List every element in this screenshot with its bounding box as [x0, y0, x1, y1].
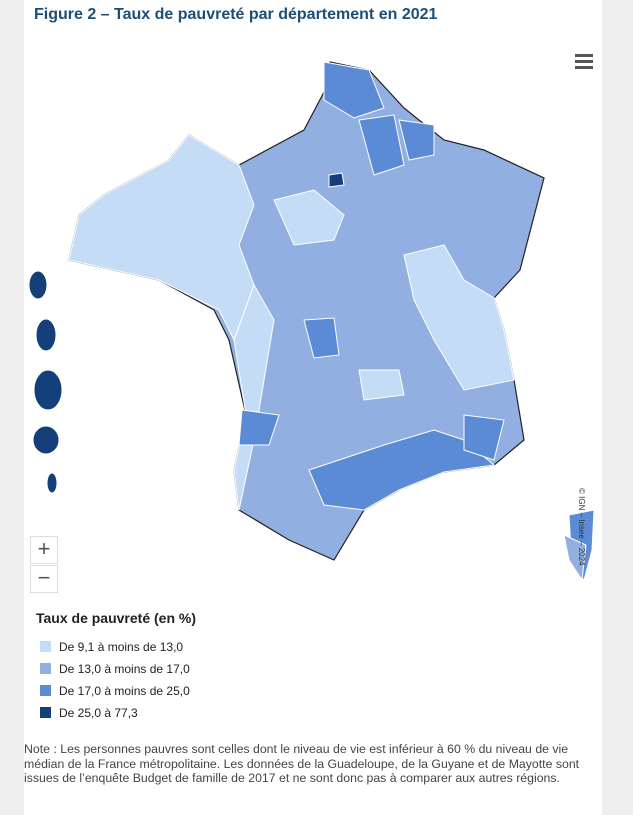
- region: [358, 114, 405, 176]
- legend-item[interactable]: De 13,0 à moins de 17,0: [40, 662, 190, 676]
- region: [35, 318, 57, 352]
- region: [308, 429, 496, 511]
- legend-item[interactable]: De 17,0 à moins de 25,0: [40, 684, 190, 698]
- legend-title: Taux de pauvreté (en %): [36, 610, 197, 626]
- region: [68, 134, 255, 342]
- legend-item[interactable]: De 9,1 à moins de 13,0: [40, 640, 183, 654]
- region: [323, 61, 385, 119]
- legend-swatch: [40, 707, 51, 718]
- legend-label: De 9,1 à moins de 13,0: [59, 640, 184, 654]
- zoom-out[interactable]: −: [30, 565, 58, 593]
- legend-label: De 17,0 à moins de 25,0: [59, 684, 190, 698]
- legend-swatch: [40, 641, 51, 652]
- legend-swatch: [40, 663, 51, 674]
- legend-label: De 25,0 à 77,3: [59, 706, 138, 720]
- legend-item[interactable]: De 25,0 à 77,3: [40, 706, 138, 720]
- zoom-in[interactable]: +: [30, 536, 58, 564]
- region: [46, 472, 58, 494]
- region: [303, 317, 340, 359]
- region: [403, 244, 515, 391]
- region: [563, 534, 587, 582]
- menu-button[interactable]: [575, 54, 593, 70]
- region: [33, 369, 63, 411]
- map: [28, 61, 595, 582]
- region: [28, 270, 48, 300]
- region: [398, 119, 435, 161]
- note: Note : Les personnes pauvres sont celles…: [24, 742, 580, 785]
- region: [463, 414, 505, 461]
- region: [238, 409, 280, 446]
- panel: Figure 2 – Taux de pauvreté par départem…: [24, 0, 602, 815]
- region: [273, 189, 345, 246]
- copyright: © IGN – Insee – 2024: [577, 488, 586, 566]
- legend-swatch: [40, 685, 51, 696]
- region: [358, 369, 405, 401]
- region: [328, 172, 345, 188]
- title: Figure 2 – Taux de pauvreté par départem…: [34, 6, 438, 23]
- legend-label: De 13,0 à moins de 17,0: [59, 662, 190, 676]
- region: [32, 425, 60, 455]
